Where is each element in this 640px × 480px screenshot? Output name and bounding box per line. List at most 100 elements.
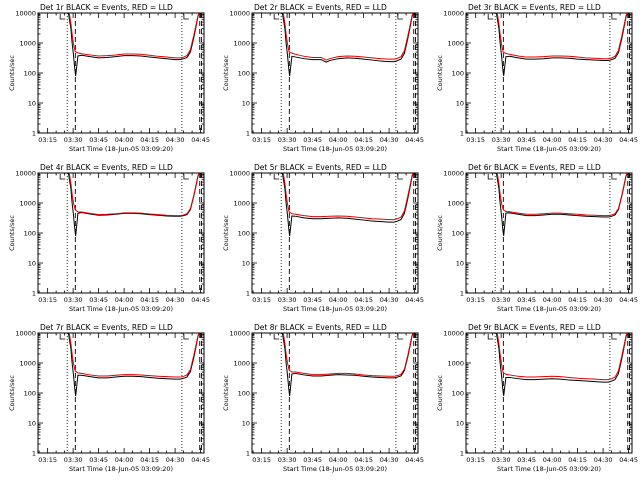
y-tick-label: 10000 [15, 169, 36, 177]
x-axis-label: Start Time (18-Jun-05 03:09:20) [283, 465, 387, 473]
y-tick-label: 1000 [447, 359, 464, 367]
interval-flag [487, 174, 494, 180]
x-tick-label: 04:00 [543, 456, 562, 464]
x-tick-label: 04:00 [543, 296, 562, 304]
series-line-lld [282, 333, 414, 377]
chart-title: Det 9r BLACK = Events, RED = LLD [468, 323, 601, 332]
series-line-events [495, 333, 628, 396]
chart-panel-6: Det 6r BLACK = Events, RED = LLD 1 10 100 10… [436, 163, 638, 313]
y-tick-label: 10 [242, 259, 250, 267]
series-line-events [67, 13, 200, 76]
y-tick-label: 100 [238, 69, 250, 77]
interval-flag [273, 174, 280, 180]
x-tick-label: 03:45 [517, 456, 536, 464]
y-tick-label: 10000 [229, 329, 250, 337]
chart-title: Det 2r BLACK = Events, RED = LLD [254, 3, 387, 12]
series-line-events [281, 173, 414, 236]
interval-flag [273, 334, 280, 340]
chart-title: Det 7r BLACK = Events, RED = LLD [40, 323, 173, 332]
y-tick-label: 100 [238, 229, 250, 237]
y-axis-label: Counts/sec [436, 55, 444, 91]
y-axis-label: Counts/sec [222, 215, 230, 251]
x-tick-label: 04:00 [329, 296, 348, 304]
y-axis-label: Counts/sec [222, 375, 230, 411]
interval-flag [611, 334, 617, 340]
series-line-lld [496, 13, 628, 60]
chart-panel-5: Det 5r BLACK = Events, RED = LLD 1 10 100 10… [222, 163, 424, 313]
chart-title: Det 1r BLACK = Events, RED = LLD [40, 3, 173, 12]
x-tick-label: 03:30 [492, 136, 511, 144]
interval-flag [487, 14, 494, 20]
y-tick-label: 100 [452, 69, 464, 77]
x-tick-label: 04:15 [140, 136, 159, 144]
chart-panel-7: Det 7r BLACK = Events, RED = LLD 1 10 100 10… [8, 323, 210, 473]
x-tick-label: 04:30 [594, 136, 613, 144]
y-tick-label: 100 [24, 389, 36, 397]
x-tick-label: 03:30 [64, 456, 83, 464]
y-axis-label: Counts/sec [436, 215, 444, 251]
x-tick-label: 04:30 [166, 456, 185, 464]
y-tick-label: 1 [246, 449, 250, 457]
interval-flag [273, 14, 280, 20]
interval-flag [183, 334, 189, 340]
interval-flag [59, 334, 66, 340]
y-tick-label: 100 [238, 389, 250, 397]
x-tick-label: 04:15 [568, 456, 587, 464]
chart-panel-4: Det 4r BLACK = Events, RED = LLD 1 10 100 10… [8, 163, 210, 313]
series-line-events [67, 333, 200, 396]
x-tick-label: 03:45 [89, 296, 108, 304]
x-tick-label: 04:30 [594, 456, 613, 464]
plot-frame [465, 12, 633, 134]
y-tick-label: 10000 [15, 329, 36, 337]
x-tick-label: 03:30 [64, 136, 83, 144]
x-tick-label: 04:00 [115, 456, 134, 464]
y-tick-label: 1 [32, 129, 36, 137]
x-tick-label: 03:15 [252, 456, 271, 464]
plot-frame [37, 172, 205, 294]
series-line-lld [68, 333, 200, 378]
y-axis-label: Counts/sec [8, 215, 16, 251]
x-tick-label: 03:45 [89, 456, 108, 464]
series-line-lld [282, 13, 414, 61]
x-tick-label: 03:15 [252, 296, 271, 304]
x-axis-label: Start Time (18-Jun-05 03:09:20) [69, 305, 173, 313]
x-tick-label: 04:45 [619, 456, 638, 464]
y-tick-label: 10000 [443, 329, 464, 337]
interval-flag [183, 14, 189, 20]
interval-flag [611, 14, 617, 20]
x-tick-label: 03:30 [278, 456, 297, 464]
x-tick-label: 04:15 [354, 456, 373, 464]
x-tick-label: 04:30 [380, 456, 399, 464]
series-line-events [281, 333, 414, 396]
plot-frame [37, 332, 205, 454]
x-tick-label: 03:15 [252, 136, 271, 144]
y-tick-label: 1000 [19, 199, 36, 207]
y-tick-label: 1 [460, 289, 464, 297]
x-tick-label: 04:15 [140, 296, 159, 304]
series-line-lld [68, 173, 200, 217]
x-tick-label: 03:30 [278, 296, 297, 304]
x-axis-label: Start Time (18-Jun-05 03:09:20) [69, 465, 173, 473]
y-tick-label: 1000 [19, 359, 36, 367]
interval-flag [611, 174, 617, 180]
y-axis-label: Counts/sec [8, 55, 16, 91]
series-line-events [281, 13, 414, 76]
chart-title: Det 3r BLACK = Events, RED = LLD [468, 3, 601, 12]
x-axis-label: Start Time (18-Jun-05 03:09:20) [69, 145, 173, 153]
y-tick-label: 1 [246, 129, 250, 137]
interval-flag [397, 334, 403, 340]
x-tick-label: 04:15 [568, 136, 587, 144]
y-tick-label: 10 [28, 99, 36, 107]
series-line-events [67, 173, 200, 236]
y-tick-label: 10 [28, 259, 36, 267]
x-tick-label: 03:15 [38, 456, 57, 464]
series-line-events [495, 13, 628, 76]
y-axis-label: Counts/sec [436, 375, 444, 411]
x-tick-label: 04:45 [405, 296, 424, 304]
interval-flag [59, 14, 66, 20]
y-tick-label: 10 [456, 259, 464, 267]
x-tick-label: 04:00 [115, 136, 134, 144]
x-tick-label: 04:30 [166, 136, 185, 144]
y-tick-label: 1000 [233, 199, 250, 207]
interval-flag [487, 334, 494, 340]
